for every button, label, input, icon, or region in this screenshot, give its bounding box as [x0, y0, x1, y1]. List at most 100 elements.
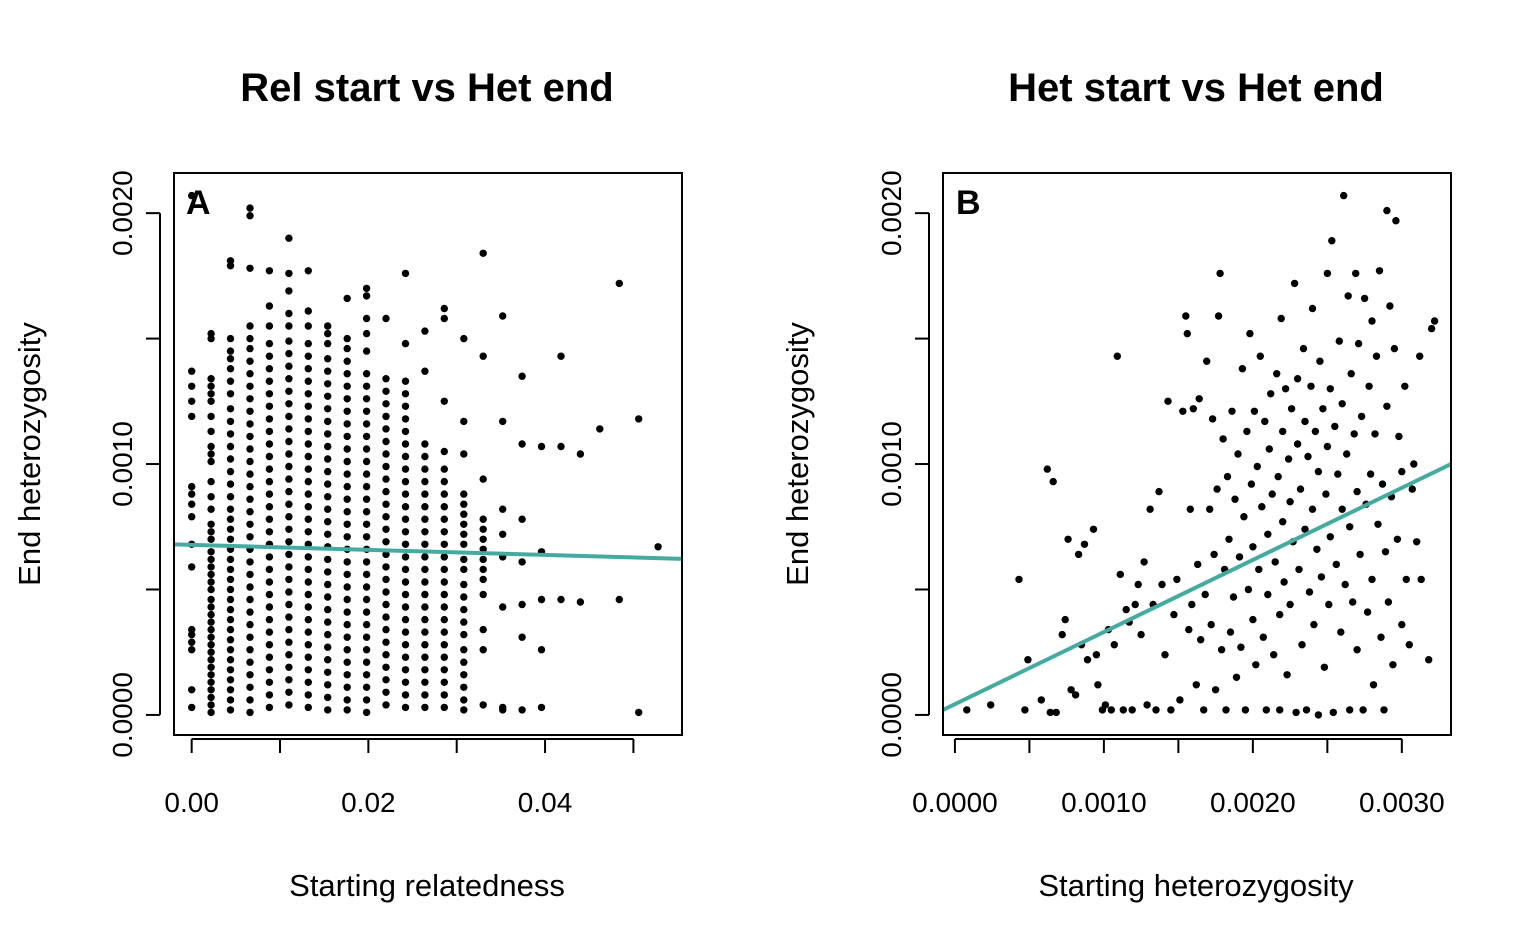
data-point	[1313, 545, 1321, 553]
data-point	[1346, 523, 1354, 531]
data-point	[246, 708, 254, 717]
data-point	[324, 355, 332, 363]
data-point	[440, 590, 448, 599]
data-point	[343, 706, 351, 714]
data-point	[1279, 518, 1287, 526]
data-point	[285, 550, 293, 559]
data-point	[324, 480, 332, 488]
data-point	[324, 405, 332, 413]
data-point	[460, 555, 468, 564]
data-point	[382, 513, 390, 521]
data-point	[1308, 505, 1317, 513]
data-point	[1189, 405, 1198, 413]
data-point	[324, 467, 332, 476]
data-point	[285, 362, 293, 370]
data-point	[1249, 543, 1257, 551]
y-tick-label: 0.0010	[876, 421, 907, 507]
data-point	[1225, 535, 1233, 543]
data-point	[382, 425, 390, 433]
data-point	[382, 676, 390, 684]
data-point	[362, 620, 371, 629]
data-point	[1375, 267, 1384, 275]
data-point	[557, 352, 565, 360]
data-point	[401, 415, 410, 423]
data-point	[304, 352, 312, 360]
data-point	[421, 578, 429, 586]
data-point	[285, 600, 293, 609]
data-point	[421, 465, 429, 473]
data-point	[537, 646, 546, 654]
data-point	[343, 395, 351, 403]
data-point	[1393, 535, 1402, 543]
data-point	[343, 482, 351, 491]
data-point	[343, 608, 351, 616]
data-point	[304, 590, 312, 599]
data-point	[304, 603, 312, 611]
data-point	[285, 487, 293, 496]
x-tick-label: 0.0030	[1359, 787, 1445, 818]
data-point	[246, 432, 254, 441]
data-point	[285, 513, 293, 521]
data-point	[1302, 706, 1311, 714]
data-point	[421, 528, 429, 536]
data-point	[304, 691, 312, 699]
panel-a-tag: A	[186, 184, 211, 222]
data-point	[1074, 550, 1083, 559]
data-point	[460, 490, 468, 498]
data-point	[285, 663, 293, 671]
data-point	[207, 563, 215, 571]
data-point	[518, 372, 526, 380]
data-point	[401, 452, 410, 461]
data-point	[246, 671, 254, 679]
data-point	[265, 615, 274, 624]
data-point	[1401, 382, 1409, 390]
data-point	[1329, 708, 1338, 717]
data-point	[188, 513, 196, 521]
data-point	[1276, 610, 1284, 619]
data-point	[285, 337, 293, 345]
data-point	[226, 417, 235, 426]
data-point	[1360, 294, 1369, 303]
data-point	[362, 445, 371, 453]
data-point	[401, 603, 410, 611]
data-point	[362, 646, 371, 654]
data-point	[460, 334, 468, 343]
data-point	[207, 610, 215, 619]
data-point	[1341, 580, 1349, 589]
data-point	[1352, 269, 1360, 278]
data-point	[479, 475, 487, 483]
y-tick-label: 0.0000	[107, 672, 138, 758]
data-point	[401, 578, 410, 586]
data-point	[1259, 633, 1268, 641]
data-point	[382, 375, 390, 383]
data-point	[265, 603, 274, 611]
data-point	[1238, 365, 1247, 373]
data-point	[421, 477, 429, 486]
data-point	[1270, 651, 1278, 659]
data-point	[1197, 636, 1205, 644]
data-point	[265, 352, 274, 360]
data-point	[285, 269, 293, 278]
data-point	[246, 533, 254, 541]
data-point	[460, 683, 468, 691]
data-point	[460, 593, 468, 601]
data-point	[362, 658, 371, 666]
data-point	[1152, 706, 1160, 714]
data-point	[304, 465, 312, 473]
x-tick-label: 0.00	[164, 787, 219, 818]
data-point	[1366, 470, 1375, 478]
data-point	[207, 570, 215, 579]
data-point	[1304, 452, 1312, 461]
data-point	[440, 314, 448, 323]
data-point	[207, 595, 215, 604]
panel-a-frame	[173, 172, 683, 736]
data-point	[1353, 646, 1361, 654]
data-point	[207, 656, 215, 664]
data-point	[1253, 462, 1262, 471]
data-point	[401, 666, 410, 674]
data-point	[304, 427, 312, 436]
data-point	[1368, 317, 1376, 325]
data-point	[285, 234, 293, 242]
data-point	[401, 339, 410, 348]
data-point	[1377, 633, 1385, 641]
